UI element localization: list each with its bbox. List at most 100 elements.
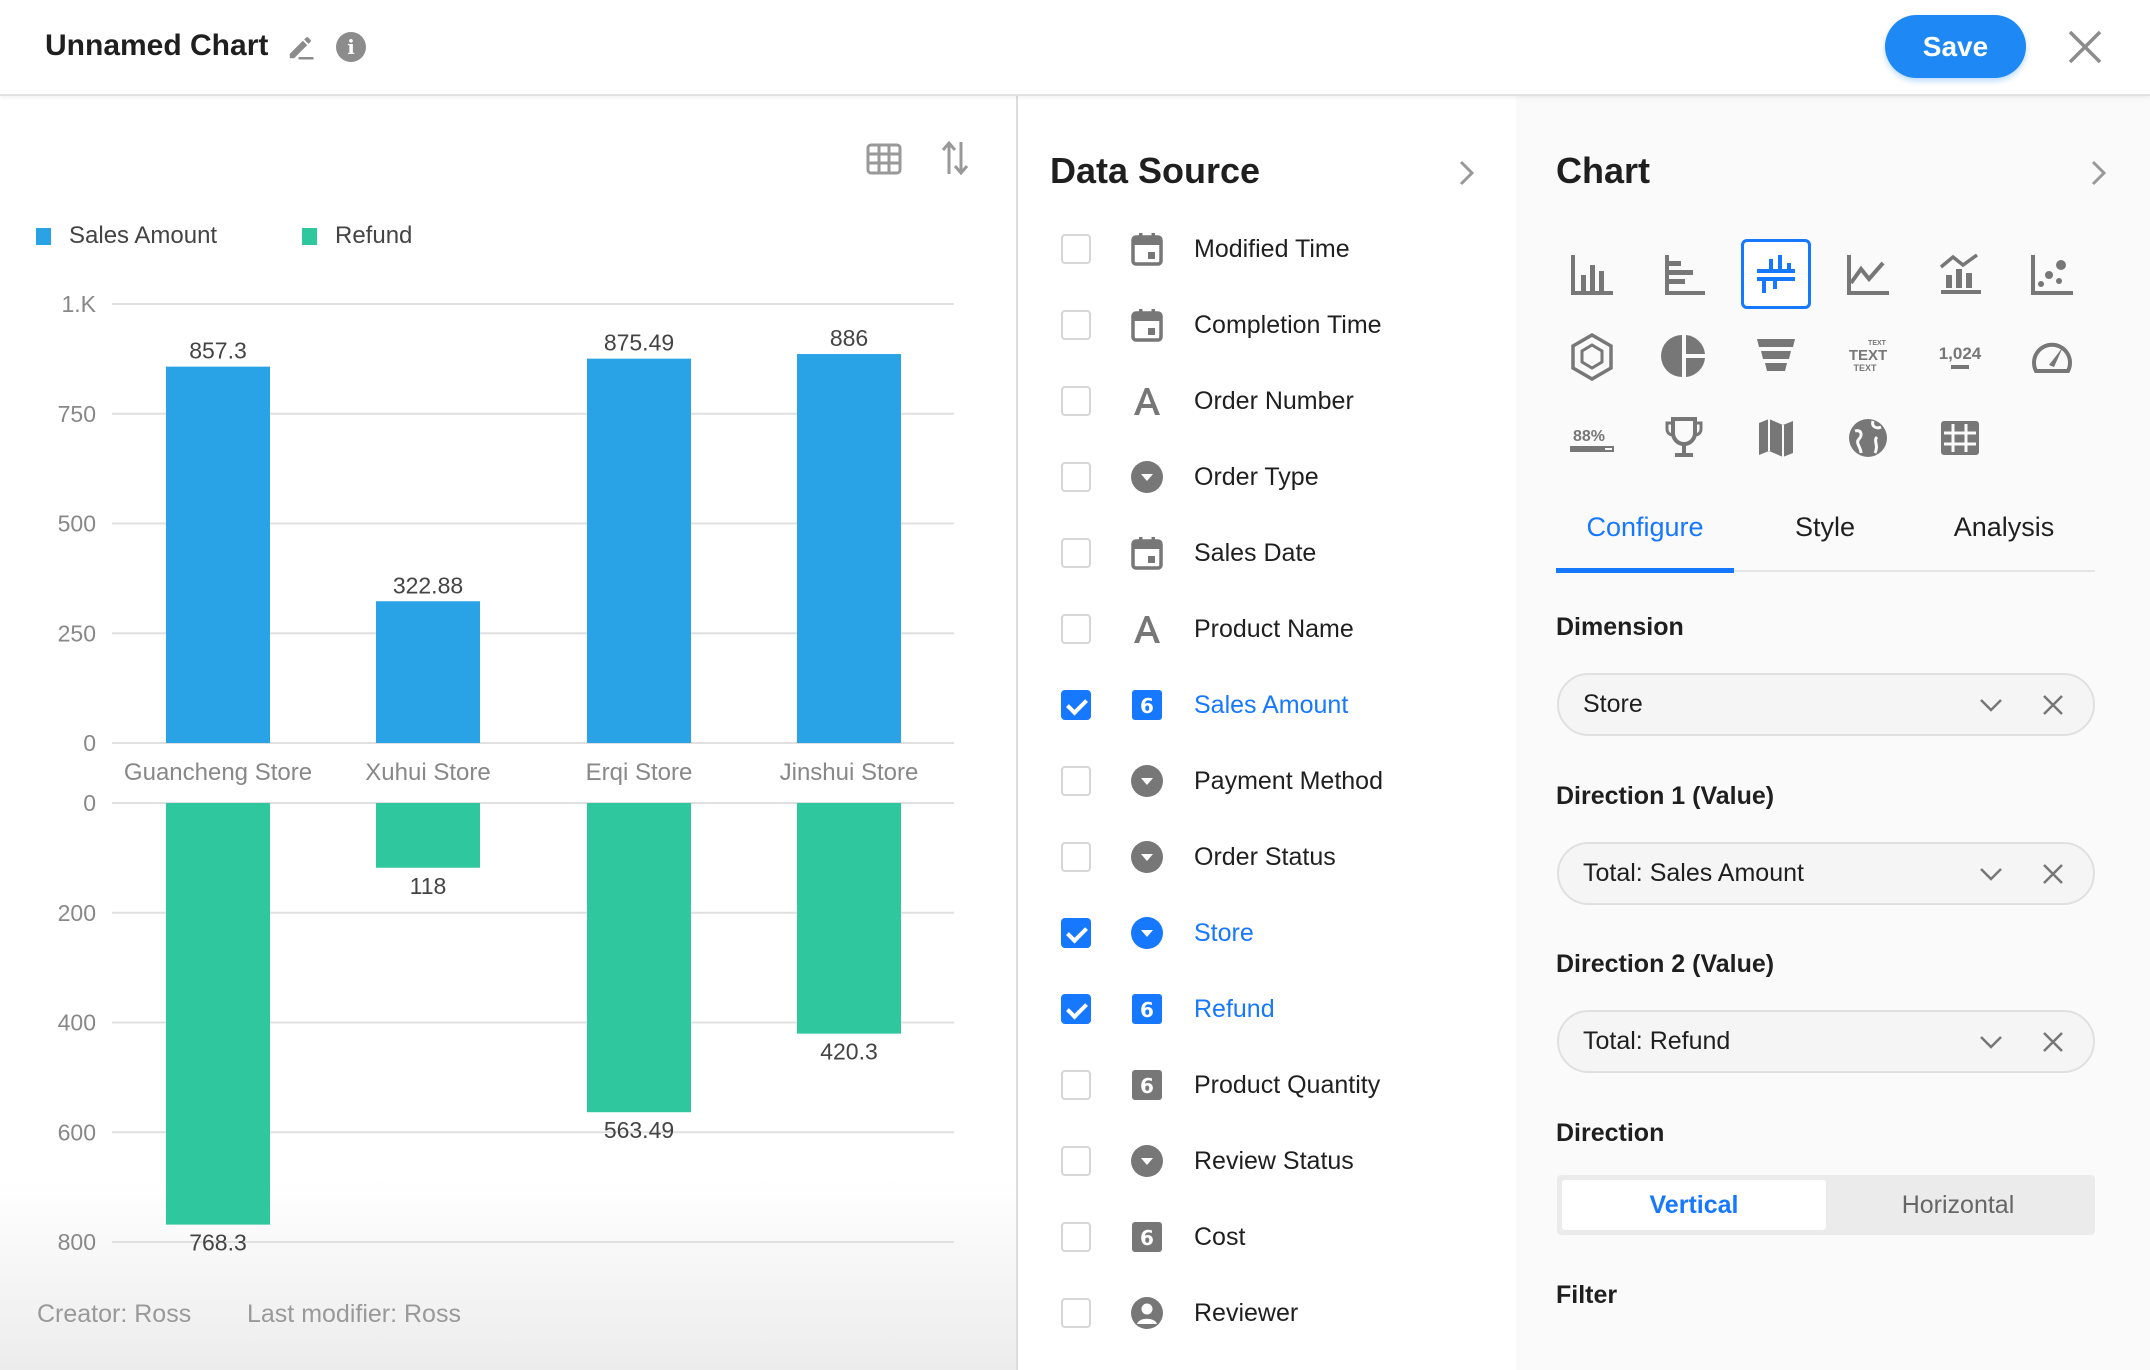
x-category-label: Xuhui Store xyxy=(365,759,490,786)
field-label: Completion Time xyxy=(1194,310,1382,339)
field-item-product-name[interactable]: Product Name xyxy=(1061,609,1354,649)
data-label: 118 xyxy=(410,873,447,899)
field-item-cost[interactable]: 6 Cost xyxy=(1061,1217,1245,1257)
field-item-order-status[interactable]: Order Status xyxy=(1061,837,1336,877)
bar-sales-amount[interactable] xyxy=(166,366,270,743)
direction-2-select[interactable]: Total: Refund xyxy=(1557,1010,2095,1073)
field-checkbox[interactable] xyxy=(1061,766,1091,796)
funnel-chart-icon[interactable] xyxy=(1741,321,1811,391)
y-tick-label: 1.K xyxy=(61,291,96,317)
y-tick-label: 600 xyxy=(58,1119,96,1145)
close-icon[interactable] xyxy=(2066,28,2104,66)
chevron-down-icon[interactable] xyxy=(1977,1028,2005,1056)
field-item-order-type[interactable]: Order Type xyxy=(1061,457,1319,497)
tab-analysis[interactable]: Analysis xyxy=(1953,512,2055,542)
ranking-chart-icon[interactable] xyxy=(1649,403,1719,473)
field-label: Product Quantity xyxy=(1194,1070,1381,1099)
radar-chart-icon[interactable] xyxy=(1557,321,1627,391)
word-cloud-chart-icon[interactable]: TEXT TEXT TEXT xyxy=(1833,321,1903,391)
option-type-icon xyxy=(1130,460,1164,494)
field-checkbox[interactable] xyxy=(1061,1146,1091,1176)
field-item-modified-time[interactable]: Modified Time xyxy=(1061,229,1350,269)
bar-refund[interactable] xyxy=(376,803,480,868)
clear-icon[interactable] xyxy=(2039,691,2067,719)
field-item-order-number[interactable]: Order Number xyxy=(1061,381,1354,421)
edit-pencil-icon[interactable] xyxy=(286,32,316,62)
clear-icon[interactable] xyxy=(2039,860,2067,888)
field-item-payment-method[interactable]: Payment Method xyxy=(1061,761,1383,801)
field-checkbox[interactable] xyxy=(1061,462,1091,492)
gauge-chart-icon[interactable] xyxy=(2017,321,2087,391)
direction-2-label: Direction 2 (Value) xyxy=(1556,950,1775,978)
svg-text:88%: 88% xyxy=(1573,428,1605,445)
field-label: Product Name xyxy=(1194,614,1354,643)
column-chart-icon[interactable] xyxy=(1557,239,1627,309)
field-item-product-quantity[interactable]: 6 Product Quantity xyxy=(1061,1065,1380,1105)
combo-chart-icon[interactable] xyxy=(1925,239,1995,309)
field-checkbox[interactable] xyxy=(1061,1070,1091,1100)
field-item-sales-amount[interactable]: 6 Sales Amount xyxy=(1061,685,1348,725)
bar-refund[interactable] xyxy=(797,803,901,1034)
field-checkbox[interactable] xyxy=(1061,234,1091,264)
chevron-down-icon[interactable] xyxy=(1977,691,2005,719)
field-item-store[interactable]: Store xyxy=(1061,913,1254,953)
field-item-completion-time[interactable]: Completion Time xyxy=(1061,305,1382,345)
progress-chart-icon[interactable]: 88% xyxy=(1557,403,1627,473)
statistic-chart-icon[interactable]: 1,024 xyxy=(1925,321,1995,391)
filter-label: Filter xyxy=(1556,1281,1618,1309)
dimension-label: Dimension xyxy=(1556,613,1684,641)
field-item-reviewer[interactable]: Reviewer xyxy=(1061,1293,1298,1333)
svg-text:6: 6 xyxy=(1140,998,1154,1022)
field-checkbox[interactable] xyxy=(1061,310,1091,340)
info-icon[interactable]: i xyxy=(336,32,366,62)
field-item-sales-date[interactable]: Sales Date xyxy=(1061,533,1316,573)
clear-icon[interactable] xyxy=(2039,1028,2067,1056)
chevron-right-icon[interactable] xyxy=(1456,158,1478,188)
sort-icon[interactable] xyxy=(940,140,970,176)
field-label: Cost xyxy=(1194,1222,1246,1251)
scatter-chart-icon[interactable] xyxy=(2017,239,2087,309)
bidirectional-chart-icon[interactable] xyxy=(1741,239,1811,309)
direction-horizontal-option[interactable]: Horizontal xyxy=(1901,1191,2015,1219)
field-checkbox[interactable] xyxy=(1061,994,1091,1024)
bar-chart-icon[interactable] xyxy=(1649,239,1719,309)
field-checkbox[interactable] xyxy=(1061,1222,1091,1252)
bar-sales-amount[interactable] xyxy=(376,601,480,743)
chart-title[interactable]: Unnamed Chart xyxy=(45,29,269,62)
direction-vertical-option[interactable]: Vertical xyxy=(1562,1180,1826,1230)
field-checkbox[interactable] xyxy=(1061,842,1091,872)
bar-refund[interactable] xyxy=(587,803,691,1113)
map-chart-icon[interactable] xyxy=(1741,403,1811,473)
field-checkbox[interactable] xyxy=(1061,1298,1091,1328)
bar-sales-amount[interactable] xyxy=(797,354,901,743)
save-button[interactable]: Save xyxy=(1885,15,2026,78)
y-tick-label: 0 xyxy=(83,790,96,816)
pivot-table-chart-icon[interactable] xyxy=(1925,403,1995,473)
chevron-down-icon[interactable] xyxy=(1977,860,2005,888)
y-tick-label: 800 xyxy=(58,1229,96,1255)
field-item-review-status[interactable]: Review Status xyxy=(1061,1141,1354,1181)
field-item-refund[interactable]: 6 Refund xyxy=(1061,989,1275,1029)
tab-style[interactable]: Style xyxy=(1794,512,1856,542)
pie-chart-icon[interactable] xyxy=(1649,321,1719,391)
bar-refund[interactable] xyxy=(166,803,270,1225)
field-checkbox[interactable] xyxy=(1061,538,1091,568)
field-checkbox[interactable] xyxy=(1061,690,1091,720)
field-checkbox[interactable] xyxy=(1061,614,1091,644)
line-chart-icon[interactable] xyxy=(1833,239,1903,309)
x-category-label: Erqi Store xyxy=(586,759,693,786)
legend-item-refund[interactable]: Refund xyxy=(302,222,412,250)
panel-divider[interactable] xyxy=(1016,96,1018,1370)
field-checkbox[interactable] xyxy=(1061,386,1091,416)
bar-sales-amount[interactable] xyxy=(587,358,691,743)
legend-item-sales-amount[interactable]: Sales Amount xyxy=(36,222,217,250)
table-view-icon[interactable] xyxy=(866,143,902,175)
tab-configure[interactable]: Configure xyxy=(1586,512,1704,542)
dimension-select[interactable]: Store xyxy=(1557,673,2095,736)
field-checkbox[interactable] xyxy=(1061,918,1091,948)
field-label: Modified Time xyxy=(1194,234,1350,263)
direction-1-select[interactable]: Total: Sales Amount xyxy=(1557,842,2095,905)
chevron-right-icon[interactable] xyxy=(2088,158,2110,188)
world-map-chart-icon[interactable] xyxy=(1833,403,1903,473)
dimension-value: Store xyxy=(1583,690,1643,718)
